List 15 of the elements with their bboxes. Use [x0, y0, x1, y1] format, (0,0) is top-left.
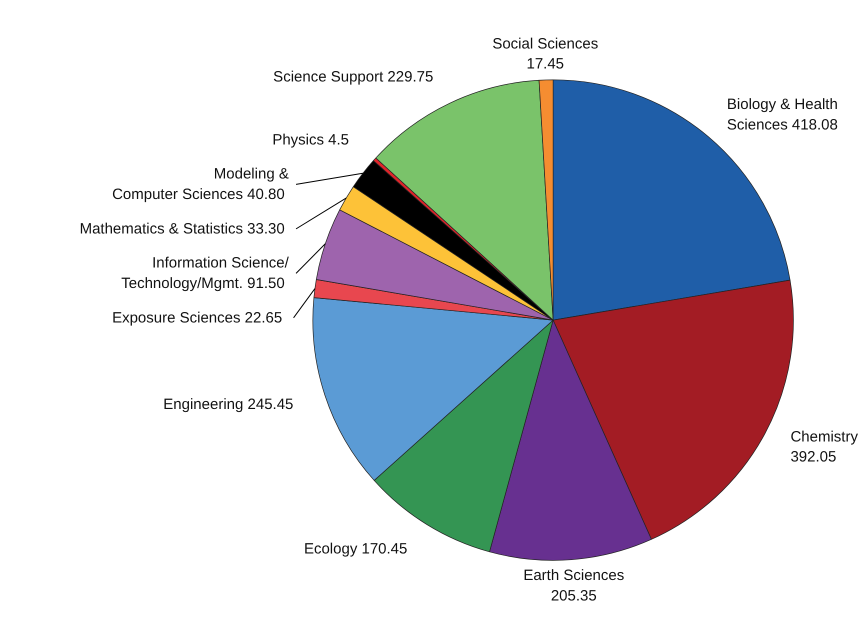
- slice-label: Mathematics & Statistics 33.30: [80, 220, 285, 238]
- data-label: 17.45: [526, 56, 564, 73]
- slice-label: Physics 4.5: [272, 131, 350, 148]
- slice-label: Ecology 170.45: [304, 540, 408, 558]
- data-label: 392.05: [790, 448, 836, 466]
- slice-label: Chemistry: [790, 428, 858, 446]
- slice-label: Earth Sciences: [523, 566, 624, 584]
- slice-label: Science Support 229.75: [273, 68, 434, 86]
- slice-label: Engineering 245.45: [163, 396, 294, 413]
- slice-label: Exposure Sciences 22.65: [112, 309, 282, 326]
- slice-label: Social Sciences: [492, 35, 598, 52]
- slice-label: Modeling & Computer Sciences 40.80: [112, 166, 289, 204]
- slice-label: Biology & Health Sciences 418.08: [726, 96, 838, 134]
- data-label: 205.35: [550, 587, 597, 604]
- slice-label: Information Science/ Technology/Mgmt. 91.50: [121, 254, 290, 292]
